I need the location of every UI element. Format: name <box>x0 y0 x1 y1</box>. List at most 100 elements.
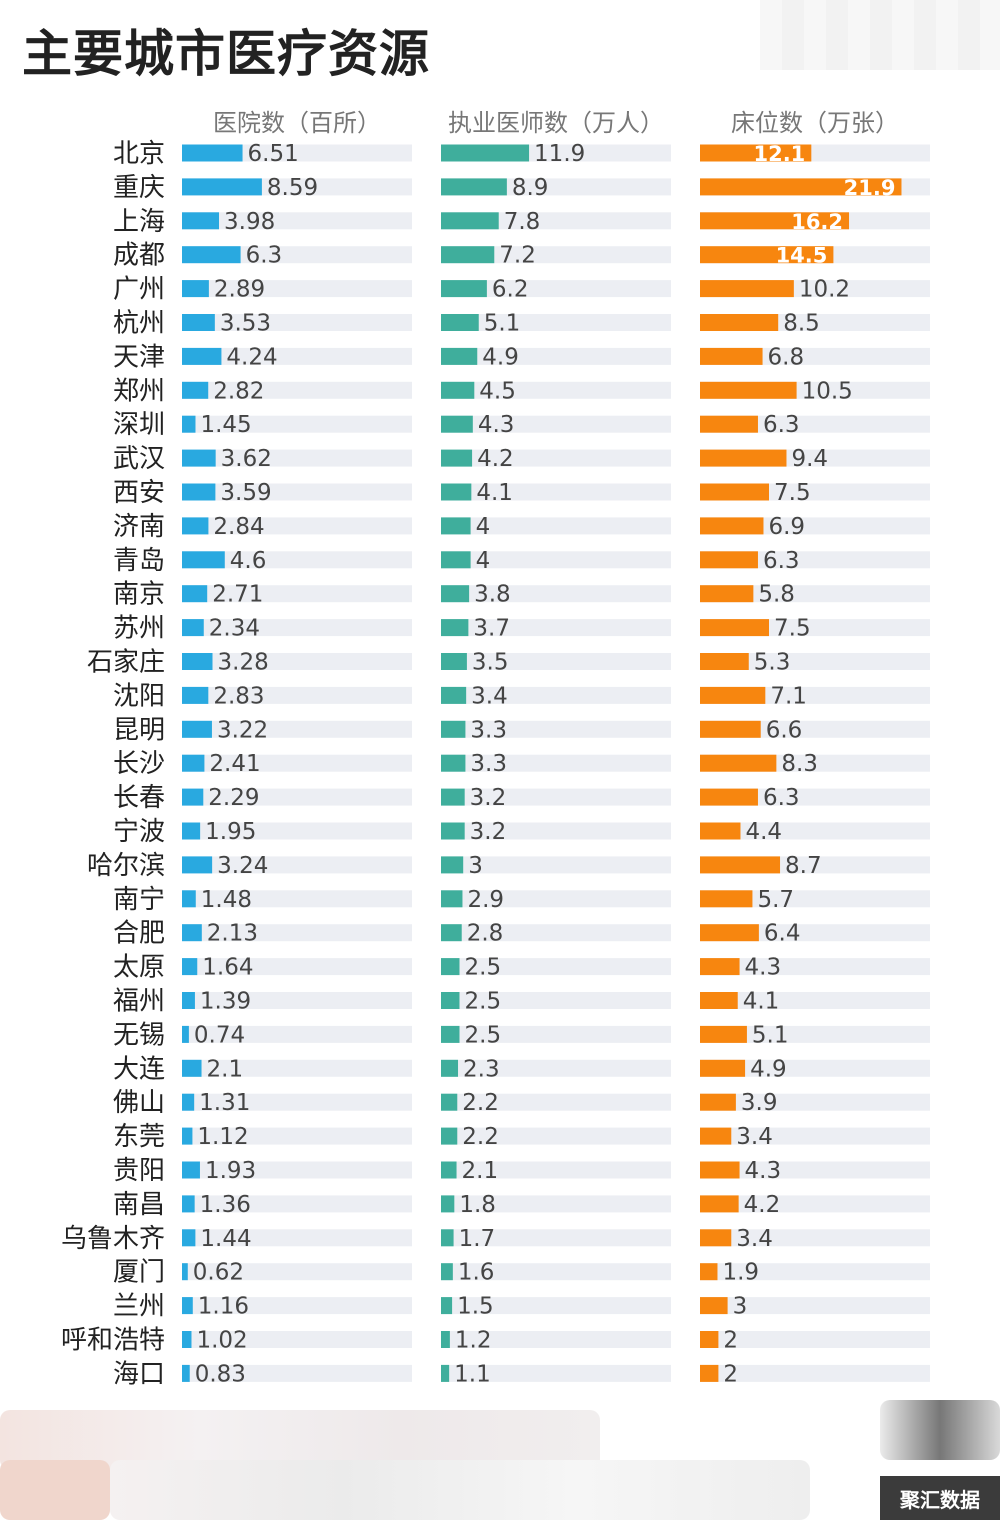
bar-track <box>182 483 412 501</box>
bar <box>182 1059 202 1077</box>
bar <box>441 483 472 501</box>
city-label: 长春 <box>113 783 165 813</box>
bar <box>700 754 777 772</box>
bar <box>441 1364 450 1382</box>
bar-track <box>441 822 671 840</box>
value-label: 3.59 <box>220 480 271 506</box>
value-label: 2 <box>723 1361 738 1387</box>
bar-track <box>700 1093 930 1111</box>
bar-track <box>182 856 412 874</box>
value-label: 7.8 <box>504 209 541 235</box>
bar <box>441 314 479 331</box>
bar-track <box>441 788 671 806</box>
bar <box>441 1263 453 1281</box>
value-label: 2.1 <box>462 1158 499 1184</box>
value-label: 6.3 <box>763 548 800 574</box>
value-label: 4.3 <box>745 1158 782 1184</box>
bar <box>441 653 467 670</box>
bar-track <box>441 1297 671 1315</box>
value-label: 5.1 <box>484 311 521 337</box>
bar <box>182 653 213 670</box>
bar-track <box>700 1195 930 1213</box>
city-label: 佛山 <box>113 1088 165 1118</box>
value-label: 3.53 <box>220 311 271 337</box>
bar-track <box>182 1127 412 1145</box>
bar-track <box>441 381 671 399</box>
bar-track <box>182 924 412 942</box>
bar-track <box>182 1331 412 1348</box>
bar <box>700 822 741 840</box>
value-label: 2.83 <box>213 683 264 709</box>
bar-track <box>441 1025 671 1043</box>
bar <box>441 1229 454 1247</box>
bar <box>700 483 769 501</box>
value-label: 6.8 <box>768 344 805 370</box>
bar-track <box>182 992 412 1009</box>
bar-track <box>182 1263 412 1281</box>
bar <box>182 958 198 976</box>
bar <box>700 1025 747 1043</box>
bar-track <box>441 449 671 467</box>
city-label: 贵阳 <box>113 1156 165 1186</box>
city-label: 杭州 <box>113 309 165 339</box>
blurred-footer <box>0 1400 1000 1520</box>
bar <box>441 788 465 806</box>
value-label: 0.83 <box>195 1361 246 1387</box>
bar-track <box>441 1127 671 1145</box>
bar <box>700 449 787 467</box>
bar <box>700 958 740 976</box>
value-label: 1.1 <box>454 1361 491 1387</box>
city-label: 合肥 <box>113 919 165 949</box>
bar-track <box>441 720 671 738</box>
bar-track <box>182 619 412 637</box>
value-label: 1.36 <box>200 1192 251 1218</box>
value-label: 5.3 <box>754 650 791 676</box>
bar <box>441 754 466 772</box>
bar <box>441 720 466 738</box>
city-label: 福州 <box>113 987 165 1017</box>
city-label: 东莞 <box>113 1122 165 1152</box>
bar <box>182 856 213 874</box>
bar <box>182 720 212 738</box>
value-label: 2.82 <box>213 378 264 404</box>
bar <box>182 924 202 942</box>
value-label: 3 <box>468 853 483 879</box>
bar-track <box>700 1331 930 1348</box>
bar-track <box>182 1297 412 1315</box>
value-label: 12.1 <box>753 142 805 166</box>
value-label: 3.7 <box>473 616 510 642</box>
bar <box>700 280 794 298</box>
value-label: 1.8 <box>459 1192 496 1218</box>
value-label: 21.9 <box>844 176 896 200</box>
bar <box>441 449 473 467</box>
bar-track <box>182 788 412 806</box>
value-label: 6.9 <box>768 514 805 540</box>
bar-track <box>182 314 412 331</box>
value-label: 2.89 <box>214 277 265 303</box>
value-label: 4 <box>476 548 491 574</box>
value-label: 5.1 <box>752 1022 789 1048</box>
bar <box>182 144 243 162</box>
value-label: 2.71 <box>212 582 263 608</box>
value-label: 16.2 <box>791 210 843 234</box>
bar-track <box>441 653 671 670</box>
bar-track <box>182 822 412 840</box>
bar-track <box>441 585 671 603</box>
value-label: 3 <box>733 1294 748 1320</box>
bar <box>182 992 195 1009</box>
bar-track <box>700 1364 930 1382</box>
value-label: 3.24 <box>217 853 268 879</box>
value-label: 0.62 <box>193 1260 244 1286</box>
bar <box>700 992 738 1009</box>
city-label: 呼和浩特 <box>61 1326 165 1356</box>
city-label: 大连 <box>113 1054 165 1084</box>
city-label: 太原 <box>113 953 165 983</box>
bar-track <box>441 856 671 874</box>
bar <box>441 924 462 942</box>
value-label: 2.1 <box>207 1056 244 1082</box>
bar <box>700 517 764 535</box>
value-label: 6.3 <box>246 243 283 269</box>
city-label: 武汉 <box>113 444 165 474</box>
bar-track <box>182 280 412 298</box>
value-label: 4.2 <box>744 1192 781 1218</box>
